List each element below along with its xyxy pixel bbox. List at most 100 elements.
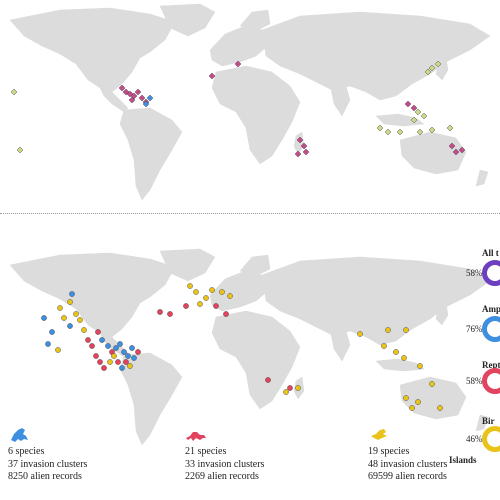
invasion-cluster-marker — [227, 293, 233, 299]
invasion-cluster-marker — [187, 283, 193, 289]
island-marker — [208, 72, 216, 80]
invasion-cluster-marker — [105, 343, 111, 349]
amphibians-records: 8250 alien records — [8, 471, 82, 482]
invasion-cluster-marker — [57, 305, 63, 311]
invasion-cluster-marker — [223, 311, 229, 317]
reptiles-clusters: 33 invasion clusters — [185, 458, 265, 470]
invasion-cluster-marker — [429, 381, 435, 387]
legend-label-reptiles: Rept — [482, 360, 500, 370]
island-marker — [128, 96, 136, 104]
bottom-map-mainland-markers — [41, 283, 443, 411]
invasion-cluster-marker — [117, 341, 123, 347]
invasion-cluster-marker — [123, 359, 129, 365]
map-divider — [0, 213, 500, 214]
invasion-cluster-marker — [69, 291, 75, 297]
invasion-cluster-marker — [107, 359, 113, 365]
island-marker — [234, 60, 242, 68]
invasion-cluster-marker — [265, 377, 271, 383]
island-marker — [16, 146, 24, 154]
island-marker — [296, 136, 304, 144]
invasion-cluster-marker — [93, 353, 99, 359]
invasion-cluster-marker — [183, 303, 189, 309]
island-marker — [414, 108, 422, 116]
invasion-cluster-marker — [157, 309, 163, 315]
island-marker — [138, 94, 146, 102]
legend-ring-birds — [482, 426, 500, 452]
bottom-map — [9, 248, 491, 446]
island-marker — [448, 142, 456, 150]
island-marker — [410, 104, 418, 112]
invasion-cluster-marker — [197, 301, 203, 307]
island-marker — [452, 148, 460, 156]
invasion-cluster-marker — [99, 337, 105, 343]
legend-ring-reptiles — [482, 368, 500, 394]
invasion-cluster-marker — [85, 337, 91, 343]
amphibians-species: 6 species — [8, 446, 45, 457]
invasion-cluster-marker — [385, 327, 391, 333]
island-marker — [416, 128, 424, 136]
invasion-cluster-marker — [213, 303, 219, 309]
invasion-cluster-marker — [111, 353, 117, 359]
island-marker — [420, 112, 428, 120]
legend-label-amphibians: Amphi — [482, 304, 500, 314]
invasion-cluster-marker — [97, 359, 103, 365]
invasion-cluster-marker — [127, 363, 133, 369]
island-marker — [142, 100, 150, 108]
legend-pct-amphibians: 76% — [466, 324, 483, 334]
invasion-cluster-marker — [95, 329, 101, 335]
island-marker — [458, 146, 466, 154]
island-marker — [446, 124, 454, 132]
island-marker — [428, 64, 436, 72]
invasion-cluster-marker — [403, 327, 409, 333]
invasion-cluster-marker — [193, 289, 199, 295]
invasion-cluster-marker — [401, 355, 407, 361]
invasion-cluster-marker — [115, 359, 121, 365]
legend-ring-all — [482, 260, 500, 286]
invasion-cluster-marker — [41, 315, 47, 321]
invasion-cluster-marker — [67, 323, 73, 329]
legend-ring-amphibians — [482, 316, 500, 342]
frog-icon — [11, 428, 28, 442]
invasion-cluster-marker — [219, 289, 225, 295]
invasion-cluster-marker — [287, 385, 293, 391]
invasion-cluster-marker — [417, 363, 423, 369]
island-marker — [410, 116, 418, 124]
invasion-cluster-marker — [49, 329, 55, 335]
invasion-cluster-marker — [415, 399, 421, 405]
invasion-cluster-marker — [119, 365, 125, 371]
reptiles-records: 2269 alien records — [185, 471, 259, 482]
invasion-cluster-marker — [403, 395, 409, 401]
top-map — [9, 3, 491, 201]
stats-birds: 19 species 48 invasion clusters 69599 al… — [368, 426, 447, 484]
invasion-cluster-marker — [203, 295, 209, 301]
island-marker — [376, 124, 384, 132]
invasion-cluster-marker — [209, 287, 215, 293]
island-marker — [428, 126, 436, 134]
island-marker — [396, 128, 404, 136]
island-marker — [300, 142, 308, 150]
top-map-island-markers — [10, 60, 466, 158]
island-marker — [146, 94, 154, 102]
invasion-cluster-marker — [89, 343, 95, 349]
invasion-cluster-marker — [393, 349, 399, 355]
invasion-cluster-marker — [295, 385, 301, 391]
invasion-cluster-marker — [131, 355, 137, 361]
invasion-cluster-marker — [61, 315, 67, 321]
reptiles-species: 21 species — [185, 446, 227, 457]
bird-icon — [371, 429, 387, 440]
legend-pct-all: 58% — [466, 268, 483, 278]
invasion-cluster-marker — [45, 341, 51, 347]
island-marker — [134, 88, 142, 96]
invasion-cluster-marker — [125, 353, 131, 359]
invasion-cluster-marker — [437, 405, 443, 411]
lizard-icon — [186, 432, 206, 441]
invasion-cluster-marker — [167, 311, 173, 317]
invasion-cluster-marker — [283, 389, 289, 395]
invasion-cluster-marker — [55, 347, 61, 353]
legend-label-all: All t — [482, 248, 499, 258]
island-marker — [384, 128, 392, 136]
invasion-cluster-marker — [129, 345, 135, 351]
invasion-cluster-marker — [67, 299, 73, 305]
birds-clusters: 48 invasion clusters — [368, 458, 448, 470]
